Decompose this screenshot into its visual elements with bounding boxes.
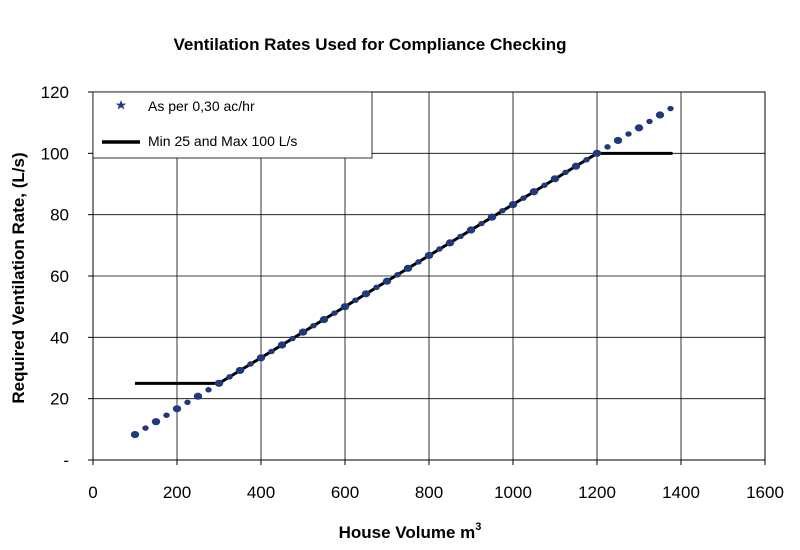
data-point xyxy=(424,251,434,260)
x-tick-label: 1400 xyxy=(662,483,700,502)
data-point xyxy=(403,264,413,272)
data-point xyxy=(277,341,287,349)
data-point xyxy=(235,366,245,375)
legend-label-series-2: Min 25 and Max 100 L/s xyxy=(148,133,297,149)
y-axis-ticks: - 20 40 60 80 100 120 xyxy=(41,83,93,470)
data-point xyxy=(436,246,443,252)
series-layer xyxy=(130,105,674,439)
data-point xyxy=(340,303,350,311)
x-tick-label: 600 xyxy=(331,483,359,502)
y-tick-label: - xyxy=(63,451,69,470)
data-point xyxy=(550,175,560,183)
y-tick-label: 100 xyxy=(41,144,69,163)
y-tick-label: 20 xyxy=(50,390,69,409)
data-point xyxy=(163,412,170,418)
y-tick-label: 40 xyxy=(50,328,69,347)
data-point xyxy=(457,233,464,240)
legend: As per 0,30 ac/hr Min 25 and Max 100 L/s xyxy=(92,91,373,159)
data-point xyxy=(499,207,506,214)
data-point xyxy=(604,144,611,150)
data-point xyxy=(142,425,149,431)
data-point xyxy=(487,213,497,221)
data-point xyxy=(415,259,422,265)
y-tick-label: 120 xyxy=(41,83,69,102)
data-point xyxy=(508,200,518,209)
data-point xyxy=(361,290,371,298)
data-point xyxy=(256,354,266,362)
data-point xyxy=(226,374,233,380)
x-tick-label: 1200 xyxy=(578,483,616,502)
data-point xyxy=(331,310,338,316)
data-point xyxy=(151,418,161,426)
x-axis-label-superscript: 3 xyxy=(475,521,481,533)
data-point xyxy=(646,118,653,125)
x-tick-label: 0 xyxy=(88,483,97,502)
y-tick-label: 60 xyxy=(50,267,69,286)
x-axis-ticks: 0 200 400 600 800 1000 1200 1400 1600 xyxy=(88,460,784,502)
x-axis-label-text: House Volume m xyxy=(339,523,476,542)
data-point xyxy=(310,322,317,329)
x-axis-label: House Volume m3 xyxy=(339,521,482,542)
data-point xyxy=(625,131,632,137)
x-tick-label: 200 xyxy=(163,483,191,502)
legend-box xyxy=(92,91,373,159)
data-point xyxy=(289,335,296,342)
x-tick-label: 1000 xyxy=(494,483,532,502)
data-point xyxy=(634,124,644,132)
data-point xyxy=(583,157,590,163)
data-point xyxy=(193,392,203,400)
chart-title: Ventilation Rates Used for Compliance Ch… xyxy=(174,35,567,54)
data-point xyxy=(655,111,665,119)
data-point xyxy=(184,399,191,406)
data-point xyxy=(205,387,212,393)
y-tick-label: 80 xyxy=(50,206,69,225)
data-point xyxy=(373,284,380,291)
data-point xyxy=(130,430,140,439)
data-point xyxy=(214,379,224,387)
data-point xyxy=(466,226,476,234)
data-point xyxy=(478,220,485,227)
data-point xyxy=(382,277,392,285)
data-point xyxy=(319,315,329,324)
y-axis-label: Required Ventilation Rate, (L/s) xyxy=(9,152,28,403)
data-point xyxy=(298,328,308,336)
data-point xyxy=(352,297,359,303)
data-point xyxy=(541,182,548,188)
data-point xyxy=(667,105,674,112)
series-line-min-max xyxy=(135,151,673,385)
data-point xyxy=(613,136,623,145)
data-point xyxy=(571,162,581,170)
data-point xyxy=(247,361,254,367)
data-point xyxy=(394,272,401,278)
data-point xyxy=(268,348,275,355)
data-point xyxy=(445,239,455,247)
data-point xyxy=(529,188,539,196)
legend-marker-star-icon xyxy=(115,100,127,110)
x-tick-label: 1600 xyxy=(746,483,784,502)
data-point xyxy=(172,405,182,413)
data-point xyxy=(562,169,569,176)
data-point xyxy=(520,195,527,201)
x-tick-label: 800 xyxy=(415,483,443,502)
data-point xyxy=(592,149,602,157)
x-tick-label: 400 xyxy=(247,483,275,502)
legend-label-series-1: As per 0,30 ac/hr xyxy=(148,98,255,114)
